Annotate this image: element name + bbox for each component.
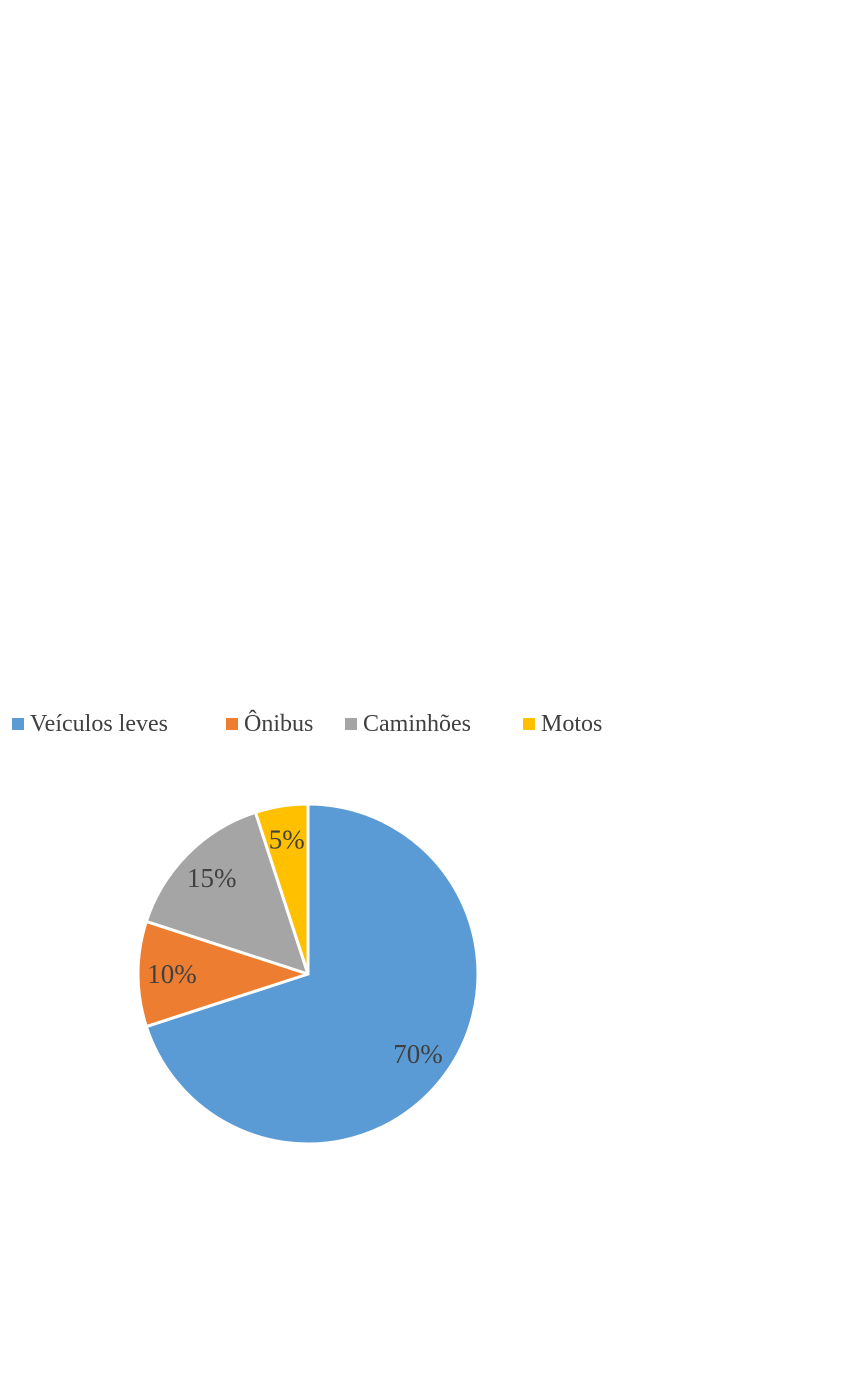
pie-slice-label-1: 10% [147,959,197,989]
legend-item-onibus: Ônibus [226,708,313,740]
pie-slice-1 [136,919,310,1029]
pie-chart: 70% 10% 15% 5% [136,802,480,1146]
legend-marker-onibus [226,718,238,730]
legend-label-onibus: Ônibus [244,711,314,737]
pie-slice-label-3: 5% [269,825,305,855]
pie-slice-label-2: 15% [187,863,237,893]
legend-label-motos: Motos [541,711,603,737]
legend-item-motos: Motos [523,708,602,740]
legend-marker-veiculos-leves [12,718,24,730]
legend-marker-caminhoes [345,718,357,730]
legend-marker-motos [523,718,535,730]
pie-slice-0 [144,802,480,1146]
legend-item-veiculos-leves: Veículos leves [12,708,168,740]
legend-item-caminhoes: Caminhões [345,708,471,740]
legend-label-veiculos-leves: Veículos leves [30,711,168,737]
pie-slice-label-0: 70% [393,1039,443,1069]
legend-label-caminhoes: Caminhões [363,711,471,737]
pie-slice-3 [253,802,310,976]
